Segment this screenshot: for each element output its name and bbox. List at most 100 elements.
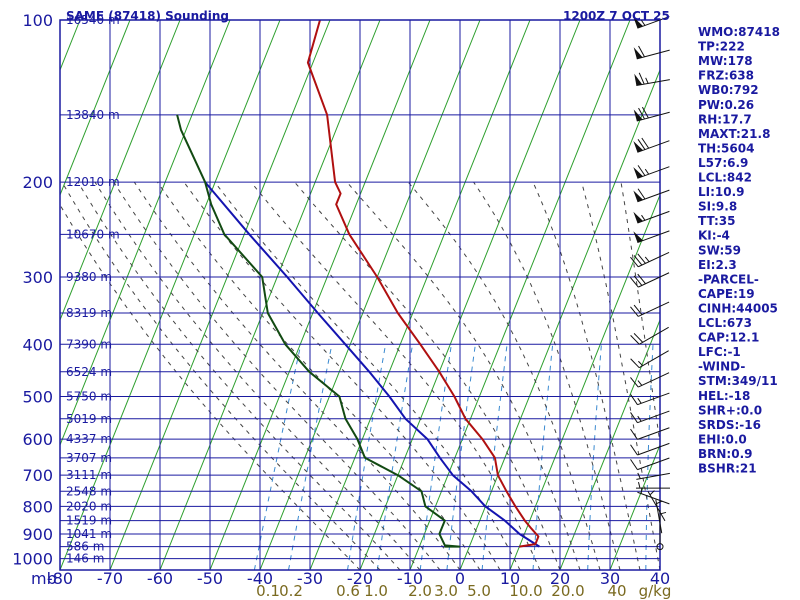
wind-barb (633, 188, 670, 203)
wind-barb (633, 230, 670, 244)
index-entry: MW:178 (698, 54, 753, 68)
mixing-ratio-label: 40 (607, 582, 626, 600)
index-entry: LCL:842 (698, 171, 752, 185)
index-entry: CAPE:19 (698, 287, 755, 301)
isotherm-line (60, 20, 231, 447)
isotherm-line (159, 20, 381, 570)
wind-barb (656, 543, 664, 551)
index-entry: PW:0.26 (698, 98, 754, 112)
height-label: 2020 m (66, 499, 112, 513)
height-label: 3707 m (66, 451, 112, 465)
temperature-tick-label: -10 (397, 569, 423, 588)
index-entry: LFC:-1 (698, 345, 741, 359)
index-entry: SRDS:-16 (698, 418, 761, 432)
pressure-tick-label: 600 (22, 430, 53, 449)
pressure-tick-label: 1000 (12, 550, 53, 569)
y-unit-label: mb (31, 569, 57, 588)
temperature-tick-labels: -80 -70 -60 -50 -40 -30 -20 -10 0 10 20 30 40 (47, 569, 670, 588)
moist-adiabat-line (113, 181, 441, 570)
wind-barb (636, 482, 670, 489)
mixing-ratio-line (253, 344, 302, 570)
isotherm-line (760, 20, 800, 570)
moist-adiabat-line (61, 181, 381, 570)
index-entry: SW:59 (698, 243, 741, 257)
temperature-tick-label: -30 (297, 569, 323, 588)
grid (59, 19, 661, 570)
index-entry: FRZ:638 (698, 69, 754, 83)
moist-adiabat-line (157, 181, 481, 570)
temperature-tick-label: 30 (600, 569, 620, 588)
index-entry: L57:6.9 (698, 156, 748, 170)
isotherm-line (459, 68, 660, 570)
temperature-tick-label: 20 (550, 569, 570, 588)
moist-adiabat-line (407, 181, 601, 570)
height-label: 586 m (66, 540, 104, 554)
height-label: 9380 m (66, 270, 112, 284)
height-label: 13840 m (66, 108, 120, 122)
moist-adiabat-line (77, 181, 401, 570)
mixing-ratio-line (532, 344, 554, 570)
index-entry: KI:-4 (698, 229, 730, 243)
wind-barb (630, 442, 670, 456)
mixing-ratio-label: 1.0 (364, 582, 388, 600)
height-label: 1519 m (66, 514, 112, 528)
temperature-tick-label: 10 (500, 569, 520, 588)
index-entry: TT:35 (698, 214, 736, 228)
index-entry: TP:222 (698, 40, 745, 54)
wind-barb (633, 16, 670, 29)
mixing-ratio-labels: 0.1 0.2 0.6 1.0 2.0 3.0 5.0 10.0 20.0 40 g/kg (256, 582, 671, 600)
wind-barb (637, 487, 670, 505)
temperature-tick-label: -40 (247, 569, 273, 588)
pressure-tick-labels: 100 200 300 400 500 600 700 800 900 1000 (12, 11, 53, 569)
index-entry: BRN:0.9 (698, 447, 753, 461)
height-label: 16540 m (66, 13, 120, 27)
wind-barb (630, 326, 669, 345)
plot-border (59, 19, 661, 571)
moist-adiabat-line (60, 203, 361, 570)
index-entry: HEL:-18 (698, 389, 750, 403)
wind-barb (636, 472, 670, 480)
index-entry: WMO:87418 (698, 25, 780, 39)
temperature-tick-label: 40 (650, 569, 670, 588)
mixing-ratio-line (446, 344, 476, 570)
moist-adiabat-line (94, 181, 421, 570)
pressure-tick-label: 900 (22, 525, 53, 544)
height-label: 10670 m (66, 227, 120, 241)
moist-adiabat-line (183, 181, 501, 570)
plot-frame (59, 19, 661, 571)
index-entry: RH:17.7 (698, 112, 752, 126)
temperature-tick-label: -20 (347, 569, 373, 588)
wind-barb (630, 410, 670, 424)
wind-barb (633, 45, 670, 60)
isotherm-line (60, 20, 181, 322)
pressure-tick-label: 700 (22, 466, 53, 485)
mixing-ratio-line (645, 344, 654, 570)
index-entry: SHR+:0.0 (698, 403, 762, 417)
mixing-ratio-label: g/kg (639, 582, 672, 600)
temperature-tick-label: -50 (197, 569, 223, 588)
index-entry: WB0:792 (698, 83, 759, 97)
mixing-ratio-label: 2.0 (408, 582, 432, 600)
dewpoint-trace (176, 114, 461, 548)
pressure-tick-label: 200 (22, 173, 53, 192)
index-entry: CINH:44005 (698, 301, 778, 315)
background-lines (0, 20, 800, 570)
wind-barb (630, 457, 670, 471)
height-label: 5019 m (66, 412, 112, 426)
isotherm-line (109, 20, 331, 570)
moist-adiabat-line (250, 181, 541, 570)
temperature-tick-label: -80 (47, 569, 73, 588)
height-label: 6524 m (66, 365, 112, 379)
index-entry: -WIND- (698, 360, 745, 374)
temperature-tick-label: -60 (147, 569, 173, 588)
wind-barb (630, 350, 669, 369)
index-entry: TH:5604 (698, 141, 754, 155)
height-label: 146 m (66, 552, 104, 566)
moist-adiabat-line (214, 181, 521, 570)
index-entry: LCL:673 (698, 316, 752, 330)
index-entry: MAXT:21.8 (698, 127, 770, 141)
wind-barb (630, 427, 670, 440)
wind-barbs (630, 16, 670, 551)
temperature-tick-label: 0 (455, 569, 465, 588)
isotherm-line (0, 20, 30, 570)
